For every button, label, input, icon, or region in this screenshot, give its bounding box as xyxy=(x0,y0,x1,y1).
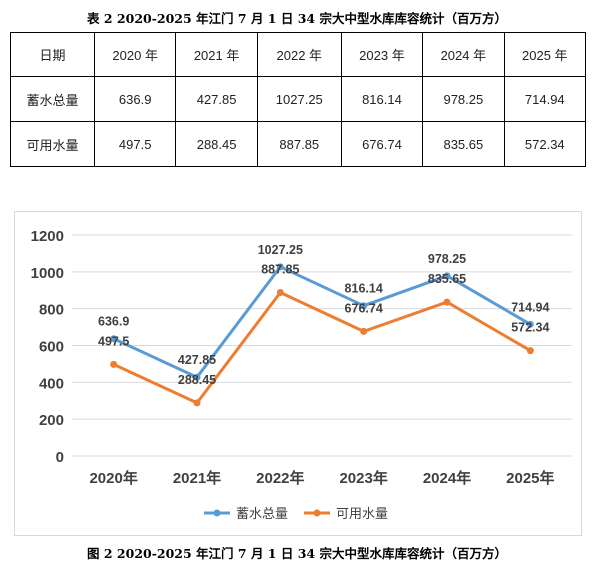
data-label: 572.34 xyxy=(511,321,549,335)
data-point xyxy=(526,320,534,328)
data-label: 636.9 xyxy=(98,315,129,329)
header-cell: 2020 年 xyxy=(93,32,177,77)
y-tick-label: 0 xyxy=(56,449,64,466)
header-cell: 2025 年 xyxy=(503,32,587,77)
legend-swatch-marker xyxy=(213,509,221,517)
table-cell: 835.65 xyxy=(422,121,505,167)
reservoir-table: 日期 2020 年 2021 年 2022 年 2023 年 2024 年 20… xyxy=(10,32,587,167)
y-tick-label: 800 xyxy=(39,302,64,319)
series-line-1 xyxy=(113,265,532,379)
legend-label: 蓄水总量 xyxy=(236,507,288,522)
table-cell: 714.94 xyxy=(503,76,587,122)
table-cell: 1027.25 xyxy=(256,76,342,122)
data-label: 497.5 xyxy=(98,334,129,348)
x-tick-label: 2023年 xyxy=(339,469,387,487)
row-label: 可用水量 xyxy=(10,121,95,167)
data-label: 714.94 xyxy=(511,300,549,314)
header-cell: 2021 年 xyxy=(175,32,258,77)
table-cell: 497.5 xyxy=(93,121,177,167)
data-label: 816.14 xyxy=(345,282,383,296)
table-cell: 816.14 xyxy=(340,76,424,122)
y-tick-label: 600 xyxy=(39,339,64,356)
data-point xyxy=(443,272,451,280)
table-header-row: 日期 2020 年 2021 年 2022 年 2023 年 2024 年 20… xyxy=(10,32,587,77)
data-label: 1027.25 xyxy=(258,243,303,257)
header-cell: 2023 年 xyxy=(340,32,424,77)
data-label: 427.85 xyxy=(178,353,216,367)
data-label: 288.45 xyxy=(178,373,216,387)
data-label: 676.74 xyxy=(345,301,383,315)
table-row: 蓄水总量 636.9 427.85 1027.25 816.14 978.25 … xyxy=(10,76,587,122)
y-tick-label: 200 xyxy=(39,412,64,429)
y-tick-label: 400 xyxy=(39,375,64,392)
data-point xyxy=(443,298,451,306)
table-cell: 572.34 xyxy=(503,121,587,167)
data-point xyxy=(276,263,284,271)
table-cell: 636.9 xyxy=(93,76,177,122)
table-cell: 427.85 xyxy=(175,76,258,122)
line-chart: 0 200 400 600 800 1000 1200 2020年 2021年 2022年 2023… xyxy=(31,228,572,522)
table-caption: 表 2 2020-2025 年江门 7 月 1 日 34 宗大中型水库库容统计（… xyxy=(87,11,507,26)
table-cell: 978.25 xyxy=(422,76,505,122)
data-point xyxy=(110,360,118,368)
table-cell: 676.74 xyxy=(340,121,424,167)
data-point xyxy=(360,302,368,310)
data-label: 887.85 xyxy=(261,262,299,276)
data-point xyxy=(526,347,534,355)
data-point xyxy=(110,335,118,343)
table-cell: 288.45 xyxy=(175,121,258,167)
header-cell: 日期 xyxy=(10,32,95,77)
x-tick-label: 2022年 xyxy=(256,469,304,487)
data-point xyxy=(360,327,368,335)
x-tick-label: 2021年 xyxy=(173,469,221,487)
figure-caption: 图 2 2020-2025 年江门 7 月 1 日 34 宗大中型水库库容统计（… xyxy=(87,546,507,561)
x-tick-label: 2024年 xyxy=(423,469,471,487)
table-row: 可用水量 497.5 288.45 887.85 676.74 835.65 5… xyxy=(10,121,587,167)
x-tick-label: 2025年 xyxy=(506,469,554,487)
chart-frame xyxy=(14,211,582,536)
legend-swatch-marker xyxy=(313,509,321,517)
data-label: 835.65 xyxy=(428,272,466,286)
y-tick-label: 1000 xyxy=(31,265,64,282)
data-point xyxy=(276,288,284,296)
header-cell: 2024 年 xyxy=(422,32,505,77)
table-cell: 887.85 xyxy=(256,121,342,167)
x-tick-label: 2020年 xyxy=(89,469,137,487)
y-tick-label: 1200 xyxy=(31,228,64,245)
series-line-2 xyxy=(113,290,532,405)
legend-label: 可用水量 xyxy=(336,507,388,522)
data-label: 978.25 xyxy=(428,252,466,266)
data-point xyxy=(193,399,201,407)
data-point xyxy=(193,373,201,381)
row-label: 蓄水总量 xyxy=(10,76,95,122)
header-cell: 2022 年 xyxy=(256,32,342,77)
